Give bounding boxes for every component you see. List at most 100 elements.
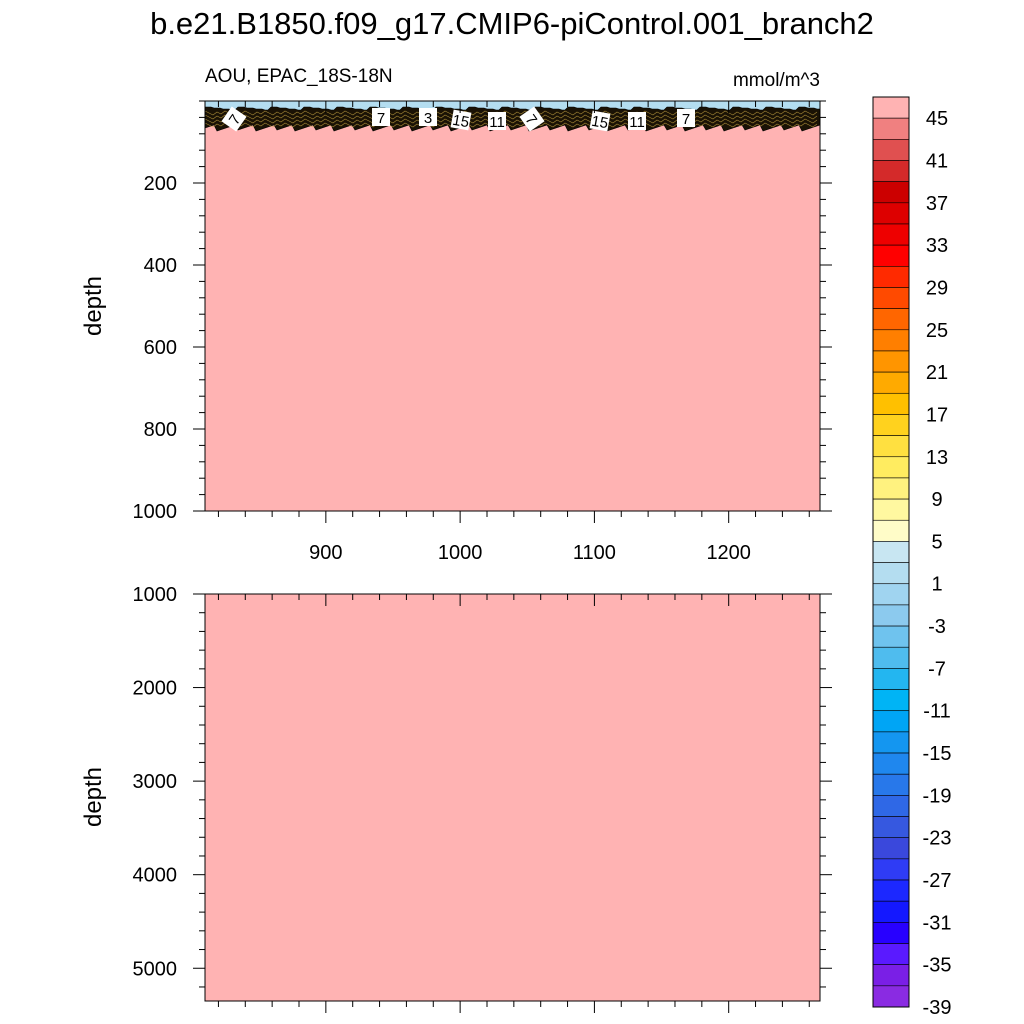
colorbar-box [872, 562, 910, 585]
y-axis-label: depth [80, 276, 107, 336]
colorbar-box [872, 244, 910, 267]
colorbar-box [872, 519, 910, 542]
colorbar-label: -35 [923, 955, 952, 977]
colorbar-label: -11 [923, 701, 950, 723]
contour-label: 7 [221, 106, 247, 132]
contour-label-box [677, 109, 695, 127]
colorbar-box [872, 922, 910, 944]
units-label: mmol/m^3 [733, 70, 820, 91]
contour-label: 7 [372, 108, 390, 127]
contour-label-text: 3 [424, 110, 432, 127]
colorbar-box [872, 117, 910, 140]
y-tick-label: 4000 [133, 865, 178, 887]
colorbar-box [872, 837, 910, 860]
surface-contour-line [204, 118, 818, 124]
contour-label-text: 15 [590, 113, 609, 133]
contour-label-box [488, 112, 506, 130]
contour-label-box [450, 109, 472, 131]
colorbar-box [872, 795, 910, 817]
upper-panel: 7 7 3 15 11 7 15 11 7 200 400 600 800 1000 900 1000 1100… [80, 100, 832, 564]
contour-label-text: 11 [629, 114, 645, 131]
colorbar-box [872, 477, 910, 500]
colorbar-box [872, 583, 910, 606]
panel-frame [204, 100, 821, 512]
colorbar-box [872, 752, 910, 775]
colorbar: 45 41 37 33 29 25 21 17 13 9 5 1 -3 -7 -11 -15 -19 -23 -27… [872, 96, 952, 1019]
contour-label-text: 15 [451, 112, 470, 132]
field-fill [205, 101, 820, 511]
colorbar-box [872, 985, 910, 1008]
field-fill [205, 594, 820, 1001]
colorbar-box [872, 773, 910, 796]
colorbar-box [872, 731, 910, 754]
contour-label: 15 [589, 110, 611, 133]
contour-label: 7 [519, 106, 545, 132]
contour-label-box [372, 108, 390, 126]
colorbar-frame [872, 96, 910, 1008]
colorbar-box [872, 139, 910, 161]
colorbar-box [872, 900, 910, 923]
contour-label-box [419, 108, 437, 126]
colorbar-box [872, 858, 910, 881]
contour-label: 11 [488, 112, 506, 131]
variable-label: AOU, EPAC_18S-18N [205, 66, 393, 87]
contour-label-text: 7 [377, 110, 385, 127]
colorbar-box [872, 964, 910, 987]
contour-label-text: 11 [489, 114, 505, 131]
contour-label: 7 [677, 109, 695, 128]
contour-label: 11 [628, 112, 646, 131]
colorbar-label: 17 [926, 404, 948, 426]
contour-label-box [589, 110, 611, 132]
lower-panel: 1000 2000 3000 4000 5000 depth [80, 584, 832, 1013]
colorbar-label: -39 [923, 997, 952, 1019]
surface-contour-line [204, 114, 818, 120]
colorbar-box [872, 668, 910, 690]
contour-label-text: 7 [682, 111, 690, 128]
colorbar-box [872, 202, 910, 225]
x-tick-label: 1000 [438, 542, 483, 564]
y-tick-label: 3000 [133, 771, 178, 793]
colorbar-box [872, 392, 910, 415]
y-tick-label: 2000 [133, 678, 178, 700]
contour-label: 3 [419, 108, 437, 127]
colorbar-label: 45 [926, 108, 948, 130]
colorbar-label: 13 [926, 447, 948, 469]
colorbar-label: 29 [926, 277, 948, 299]
colorbar-box [872, 181, 910, 204]
colorbar-box [872, 223, 910, 246]
contour-label-box [221, 106, 247, 132]
colorbar-box [872, 266, 910, 288]
colorbar-box [872, 435, 910, 458]
colorbar-box [872, 160, 910, 182]
colorbar-box [872, 350, 910, 373]
x-tick-label: 900 [309, 542, 342, 564]
contour-label-box [519, 106, 545, 132]
colorbar-box [872, 287, 910, 309]
colorbar-box [872, 625, 910, 648]
colorbar-label: -15 [923, 743, 952, 765]
colorbar-box [872, 604, 910, 627]
contour-label: 15 [450, 109, 472, 132]
surface-contour-line [204, 122, 818, 128]
chart-title: b.e21.B1850.f09_g17.CMIP6-piControl.001_… [150, 6, 874, 41]
y-tick-label: 5000 [133, 958, 178, 980]
colorbar-box [872, 710, 910, 733]
colorbar-box [872, 943, 910, 965]
colorbar-label: 9 [931, 489, 942, 511]
y-tick-label: 600 [144, 337, 177, 359]
colorbar-box [872, 541, 910, 563]
y-tick-label: 1000 [133, 501, 178, 523]
y-tick-label: 400 [144, 255, 177, 277]
colorbar-label: -31 [923, 912, 952, 934]
colorbar-box [872, 646, 910, 669]
surface-negative-band [205, 101, 820, 110]
panel-frame [204, 593, 821, 1002]
colorbar-box [872, 816, 910, 838]
colorbar-box [872, 96, 910, 119]
colorbar-label: 41 [926, 150, 948, 172]
y-tick-label: 200 [144, 173, 177, 195]
colorbar-label: 21 [926, 362, 948, 384]
colorbar-box [872, 308, 910, 331]
surface-contour-line [204, 110, 818, 116]
colorbar-label: -3 [928, 616, 946, 638]
